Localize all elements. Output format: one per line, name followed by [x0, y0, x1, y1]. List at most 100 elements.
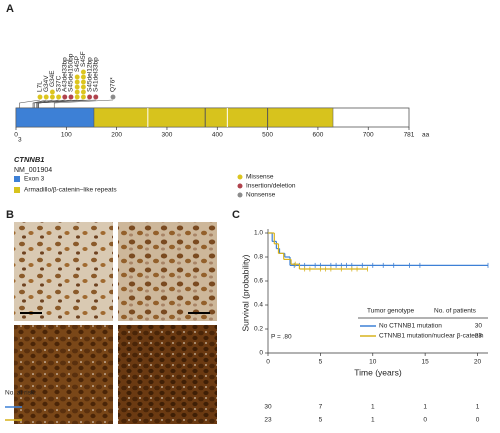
x-tick-label: 700	[363, 132, 374, 139]
x-tick-label: 200	[111, 132, 122, 139]
at-risk-count: 23	[264, 417, 272, 424]
mutation-dot	[74, 74, 80, 80]
x-tick-label: 781	[404, 132, 415, 139]
mutation-dot	[55, 94, 62, 100]
mutation-stem	[34, 99, 59, 108]
legend-label: Nonsense	[246, 192, 276, 199]
mutation-dot	[80, 94, 87, 100]
mutation-dot	[80, 84, 87, 90]
x-tick-label: 0	[14, 132, 18, 139]
x-tick-label: 20	[474, 359, 482, 366]
y-tick-label: 0.2	[254, 326, 263, 333]
x-tick-label: 500	[262, 132, 273, 139]
at-risk-count: 1	[371, 417, 375, 424]
axis-unit: aa	[422, 132, 430, 139]
mutation-dot	[74, 79, 80, 85]
legend-title: No. of patients	[434, 308, 477, 315]
mutation-label: S45F	[80, 51, 87, 67]
x-tick-label: 5	[319, 359, 323, 366]
mutation-label: S45del12bp	[86, 57, 93, 92]
legend-swatch	[14, 187, 20, 193]
mutation-dot	[74, 84, 80, 90]
mutation-dot	[80, 89, 87, 95]
at-risk-count: 5	[319, 417, 323, 424]
annotation: P = .80	[271, 334, 292, 341]
domain	[15, 107, 95, 128]
mutation-dot	[74, 89, 80, 95]
x-tick-label: 600	[312, 132, 323, 139]
panel-label: C	[232, 209, 240, 221]
panel-label: B	[6, 209, 14, 221]
at-risk-count: 1	[423, 404, 427, 411]
micrograph	[118, 222, 217, 321]
mutation-dot	[93, 94, 99, 100]
x-tick-label: 100	[61, 132, 72, 139]
mutation-label: S41del33bp	[93, 57, 100, 92]
panel-label: A	[6, 3, 14, 15]
legend-count: 23	[475, 333, 483, 340]
at-risk-title: No. at risk:	[5, 390, 36, 397]
mutation-dot	[110, 94, 116, 100]
x-tick-label: 10	[369, 359, 377, 366]
legend-label: Armadillo/β-catenin–like repeats	[24, 187, 117, 194]
y-tick-label: 0	[259, 350, 263, 357]
mutation-stem	[53, 99, 114, 108]
mutation-dot	[74, 94, 80, 100]
micrographs	[14, 222, 217, 424]
legend-swatch	[14, 176, 20, 182]
mutation-dot	[62, 94, 68, 100]
x-tick-label: 0	[266, 359, 270, 366]
at-risk-count: 0	[423, 417, 427, 424]
mutation-stem	[19, 99, 41, 108]
legend-label: Exon 3	[24, 176, 45, 183]
at-risk-count: 1	[371, 404, 375, 411]
mutation-dot	[37, 94, 43, 100]
legend-title: Tumor genotype	[367, 308, 414, 315]
mutation-dot	[86, 94, 93, 100]
mutation-label: A43del33bp	[62, 57, 69, 92]
x-tick-label: 15	[422, 359, 430, 366]
mutation-dot	[49, 94, 56, 100]
mutation-label: G34E	[49, 70, 56, 87]
y-tick-label: 0.8	[254, 254, 263, 261]
transcript: NM_001904	[14, 167, 52, 174]
mutation-dot	[80, 69, 87, 75]
mutation-label: L7L	[37, 81, 44, 92]
legend-label: Missense	[246, 174, 274, 181]
mutation-dot	[49, 89, 56, 95]
legend-count: 30	[475, 323, 483, 330]
mutation-stem	[36, 99, 96, 108]
y-axis-label: Survival (probability)	[240, 254, 250, 331]
x-tick-label: 400	[212, 132, 223, 139]
mutation-stem	[32, 99, 53, 108]
x-tick-label: 300	[162, 132, 173, 139]
mutation-label: S45P	[74, 56, 81, 72]
legend-label: No CTNNB1 mutation	[379, 323, 442, 330]
legend-label: Insertion/deletion	[246, 183, 296, 190]
mutation-label: S37C	[55, 75, 62, 92]
mutation-dot	[68, 94, 74, 100]
domain	[93, 107, 334, 128]
x-axis-label: Time (years)	[354, 367, 402, 377]
at-risk-count: 1	[476, 404, 480, 411]
micrograph	[14, 222, 113, 321]
y-tick-label: 0.4	[254, 302, 263, 309]
legend-dot	[237, 174, 243, 180]
y-tick-label: 1.0	[254, 230, 263, 237]
legend-dot	[237, 183, 243, 189]
y-tick-label: 0.6	[254, 278, 263, 285]
at-risk-count: 7	[319, 404, 323, 411]
mutation-dot	[43, 94, 49, 100]
legend-label: CTNNB1 mutation/nuclear β-catenin	[379, 333, 484, 340]
mutation-label: Q76*	[110, 77, 117, 92]
mutation-dot	[80, 79, 87, 85]
mutation-label: G34V	[43, 75, 50, 92]
legend-dot	[237, 192, 243, 198]
exon-label: 3	[18, 137, 22, 144]
mutation-dot	[80, 74, 87, 80]
at-risk-count: 30	[264, 404, 272, 411]
at-risk-count: 0	[476, 417, 480, 424]
gene-name: CTNNB1	[14, 155, 44, 164]
